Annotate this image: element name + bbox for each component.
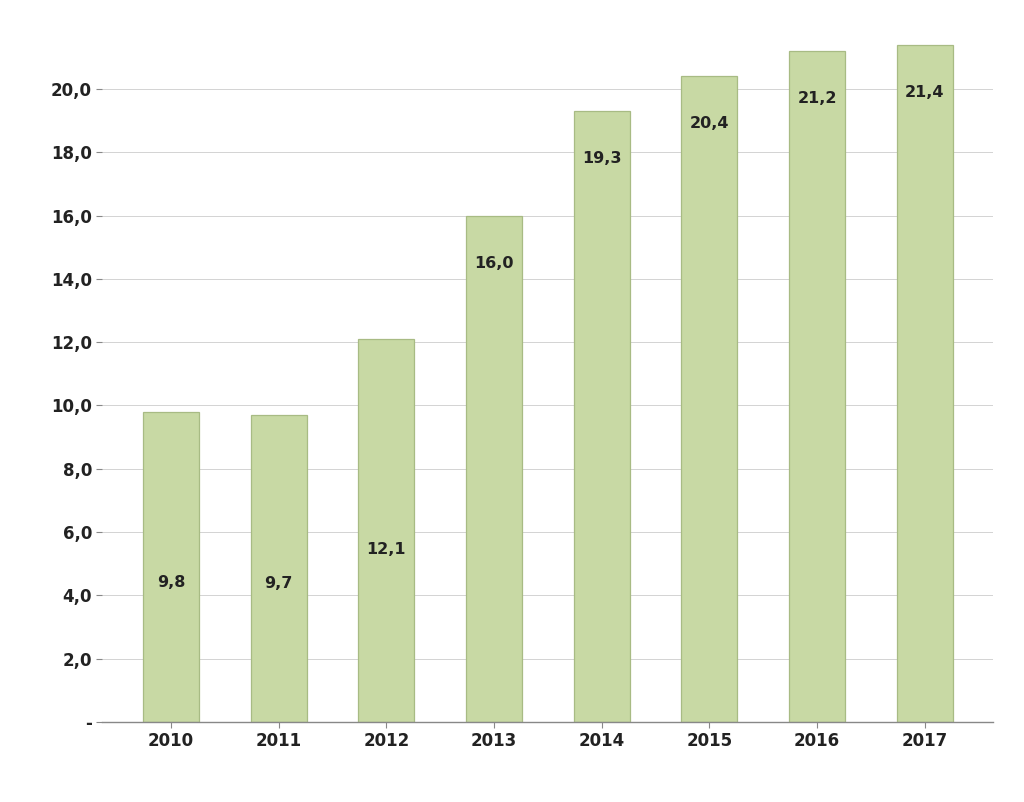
Bar	[143, 411, 199, 722]
Bar	[790, 51, 845, 722]
Text: 20,4: 20,4	[689, 116, 729, 132]
Text: 9,8: 9,8	[157, 575, 185, 589]
Text: 21,4: 21,4	[905, 85, 944, 99]
Bar	[466, 216, 522, 722]
Text: 12,1: 12,1	[367, 542, 407, 557]
Bar	[681, 76, 737, 722]
Text: 19,3: 19,3	[582, 151, 622, 166]
Bar	[573, 111, 630, 722]
Text: 9,7: 9,7	[264, 576, 293, 591]
Bar	[897, 45, 952, 722]
Text: 21,2: 21,2	[798, 91, 837, 106]
Bar	[358, 339, 415, 722]
Bar	[251, 415, 306, 722]
Text: 16,0: 16,0	[474, 256, 514, 270]
